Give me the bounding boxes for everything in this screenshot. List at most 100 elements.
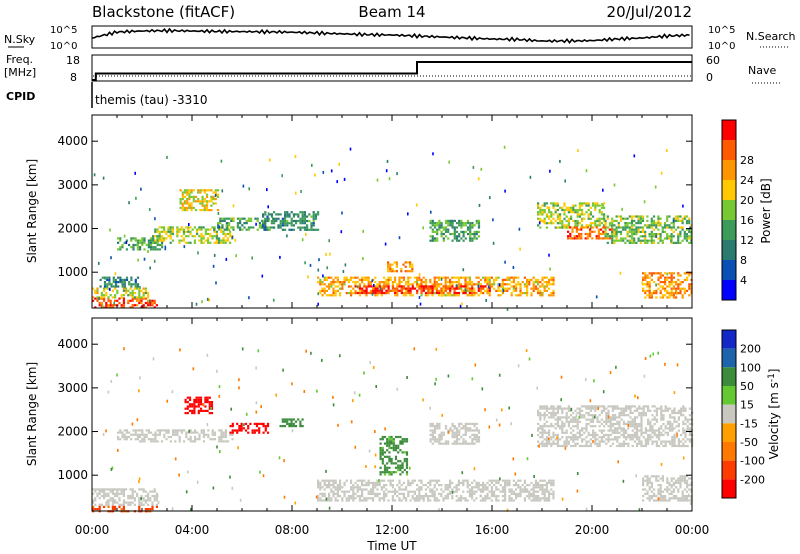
heatmap-cell xyxy=(107,304,110,307)
heatmap-cell xyxy=(679,283,682,286)
heatmap-cell xyxy=(388,435,391,439)
heatmap-cell xyxy=(661,230,664,233)
heatmap-cell xyxy=(586,237,589,240)
heatmap-cell xyxy=(367,276,370,279)
heatmap-cell xyxy=(172,433,175,436)
heatmap-cell xyxy=(191,412,194,415)
heatmap-cell xyxy=(592,431,595,434)
heatmap-cell xyxy=(598,429,601,432)
heatmap-cell xyxy=(152,438,155,441)
colorbar-swatch xyxy=(722,160,736,180)
heatmap-cell xyxy=(401,462,404,465)
heatmap-cell xyxy=(652,228,656,231)
heatmap-cell xyxy=(133,490,136,493)
heatmap-cell xyxy=(541,484,544,487)
heatmap-cell xyxy=(688,274,691,277)
heatmap-cell xyxy=(139,239,142,242)
heatmap-cell xyxy=(668,497,671,500)
heatmap-cell xyxy=(301,213,304,216)
heatmap-cell xyxy=(122,490,125,493)
heatmap-cell xyxy=(400,291,403,295)
heatmap-cell xyxy=(537,497,540,500)
heatmap-cell xyxy=(581,213,584,216)
heatmap-cell xyxy=(688,414,691,417)
heatmap-cell xyxy=(273,222,276,225)
heatmap-cell xyxy=(96,291,99,295)
heatmap-cell xyxy=(438,433,441,436)
heatmap-cell xyxy=(613,235,616,238)
heatmap-cell xyxy=(105,294,108,297)
heatmap-cell xyxy=(142,296,145,299)
heatmap-cell xyxy=(550,425,553,428)
heatmap-cell xyxy=(207,228,210,231)
heatmap-cell xyxy=(258,429,261,432)
heatmap-cell xyxy=(409,499,412,502)
heatmap-cell xyxy=(543,405,546,408)
heatmap-cell xyxy=(627,442,630,445)
heatmap-cell xyxy=(662,422,665,426)
heatmap-cell xyxy=(666,422,669,426)
heatmap-cell xyxy=(444,228,448,231)
heatmap-cell xyxy=(652,219,656,222)
heatmap-cell xyxy=(197,405,200,408)
heatmap-cell xyxy=(464,429,467,432)
heatmap-cell xyxy=(94,306,97,309)
heatmap-cell xyxy=(393,261,396,264)
heatmap-cell xyxy=(534,486,537,489)
heatmap-cell xyxy=(631,444,634,448)
heatmap-cell xyxy=(183,209,187,212)
heatmap-cell xyxy=(677,481,680,484)
heatmap-cell xyxy=(607,418,610,421)
heatmap-cell xyxy=(574,418,577,421)
heatmap-cell xyxy=(236,431,239,434)
heatmap-cell xyxy=(411,285,414,288)
heatmap-cell xyxy=(615,226,618,229)
heatmap-cell xyxy=(670,239,672,243)
heatmap-cell xyxy=(330,281,333,284)
heatmap-cell xyxy=(205,209,209,212)
heatmap-cell xyxy=(220,440,223,443)
heatmap-cell xyxy=(677,499,680,502)
heatmap-cell xyxy=(556,440,559,443)
heatmap-cell xyxy=(677,411,680,415)
heatmap-cell xyxy=(641,215,645,218)
heatmap-cell xyxy=(493,492,496,495)
heatmap-cell xyxy=(570,208,573,212)
heatmap-cell xyxy=(103,289,106,292)
heatmap-cell xyxy=(134,278,137,281)
heatmap-cell xyxy=(107,503,110,506)
heatmap-cell xyxy=(424,291,428,295)
heatmap-cell xyxy=(208,298,211,302)
heatmap-cell xyxy=(446,276,449,279)
heatmap-cell xyxy=(213,228,215,232)
heatmap-cell xyxy=(283,425,287,428)
heatmap-cell xyxy=(670,241,673,244)
cpid-text: themis (tau) -3310 xyxy=(95,93,208,107)
heatmap-cell xyxy=(584,237,587,240)
heatmap-cell xyxy=(174,433,177,436)
heatmap-cell xyxy=(184,201,186,205)
heatmap-cell xyxy=(383,492,386,495)
heatmap-cell xyxy=(429,239,432,242)
heatmap-cell xyxy=(666,215,669,218)
heatmap-cell xyxy=(409,283,412,286)
heatmap-cell xyxy=(488,278,491,281)
heatmap-cell xyxy=(303,213,306,216)
heatmap-cell xyxy=(565,208,568,212)
heatmap-cell xyxy=(565,436,568,439)
heatmap-cell xyxy=(600,211,603,214)
heatmap-cell xyxy=(541,278,544,281)
heatmap-cell xyxy=(200,237,203,240)
heatmap-cell xyxy=(420,278,423,281)
heatmap-cell xyxy=(638,405,641,408)
heatmap-cell xyxy=(515,287,518,290)
heatmap-cell xyxy=(655,411,658,415)
heatmap-cell xyxy=(666,488,669,491)
heatmap-cell xyxy=(556,442,559,445)
heatmap-cell xyxy=(592,405,595,408)
heatmap-cell xyxy=(594,224,597,227)
heatmap-cell xyxy=(606,233,609,236)
heatmap-cell xyxy=(231,433,234,436)
heatmap-cell xyxy=(431,495,434,498)
heatmap-cell xyxy=(606,226,609,229)
